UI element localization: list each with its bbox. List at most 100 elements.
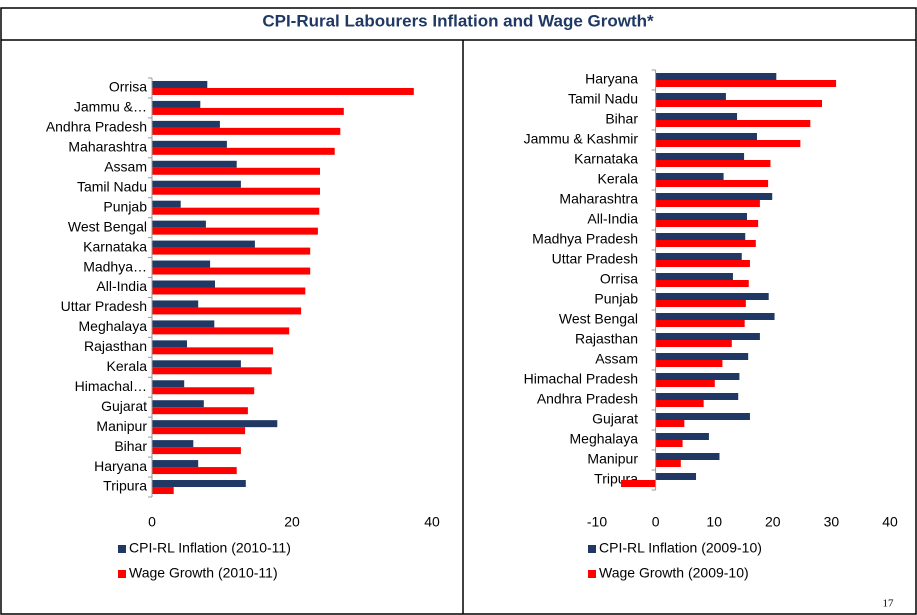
y-tick-label: Jammu & Kashmir bbox=[524, 131, 639, 147]
bar bbox=[655, 260, 750, 267]
bar bbox=[152, 220, 206, 228]
y-tick-label: All-India bbox=[587, 211, 638, 227]
bar bbox=[152, 140, 227, 148]
bar bbox=[152, 327, 290, 335]
bar bbox=[655, 153, 745, 160]
x-tick-label: 30 bbox=[824, 514, 840, 530]
y-tick-label: Haryana bbox=[585, 71, 638, 87]
y-tick-label: Karnataka bbox=[574, 151, 638, 167]
bar bbox=[655, 173, 724, 180]
bar bbox=[152, 160, 237, 168]
y-tick-label: Uttar Pradesh bbox=[552, 251, 638, 267]
legend-label: Wage Growth (2009-10) bbox=[599, 565, 749, 581]
y-tick-label: Andhra Pradesh bbox=[46, 119, 147, 135]
legend-swatch bbox=[118, 570, 126, 578]
bar bbox=[152, 227, 318, 235]
y-tick-label: Bihar bbox=[605, 111, 638, 127]
bar bbox=[152, 200, 181, 208]
y-tick-label: Assam bbox=[595, 351, 638, 367]
y-tick-label: Punjab bbox=[594, 291, 638, 307]
bar bbox=[655, 460, 681, 467]
bar bbox=[655, 193, 773, 200]
bar bbox=[152, 187, 320, 195]
bar bbox=[152, 127, 341, 135]
bar bbox=[152, 400, 204, 408]
bar bbox=[655, 440, 683, 447]
y-tick-label: Karnataka bbox=[83, 238, 147, 254]
bar bbox=[655, 133, 757, 140]
bar bbox=[655, 393, 739, 400]
bar bbox=[152, 80, 208, 88]
bar bbox=[655, 100, 823, 107]
bar bbox=[152, 180, 241, 188]
y-tick-label: Himachal Pradesh bbox=[524, 371, 638, 387]
bar bbox=[655, 220, 759, 227]
header-title: CPI-Rural Labourers Inflation and Wage G… bbox=[262, 11, 654, 30]
bar bbox=[152, 480, 246, 488]
y-tick-label: Orrisa bbox=[600, 271, 638, 287]
bar bbox=[655, 333, 760, 340]
bar bbox=[655, 73, 777, 80]
y-tick-label: Andhra Pradesh bbox=[537, 391, 638, 407]
bar bbox=[152, 367, 272, 375]
bar bbox=[152, 467, 237, 475]
bar bbox=[655, 313, 775, 320]
bar bbox=[152, 300, 199, 308]
y-tick-label: Tamil Nadu bbox=[77, 178, 147, 194]
bar bbox=[655, 400, 704, 407]
bar bbox=[152, 167, 320, 175]
bar bbox=[152, 427, 246, 435]
y-tick-label: Kerala bbox=[107, 358, 148, 374]
x-tick-label: 20 bbox=[284, 514, 300, 530]
legend-label: CPI-RL Inflation (2010-11) bbox=[129, 540, 291, 556]
bar bbox=[152, 407, 248, 415]
y-tick-label: West Bengal bbox=[559, 311, 638, 327]
x-tick-label: 20 bbox=[765, 514, 781, 530]
y-tick-label: Haryana bbox=[94, 458, 147, 474]
y-tick-label: Madhya… bbox=[83, 258, 147, 274]
bar bbox=[152, 387, 255, 395]
bar bbox=[152, 420, 278, 428]
bar bbox=[655, 93, 726, 100]
y-tick-label: Punjab bbox=[103, 198, 147, 214]
bar bbox=[655, 180, 769, 187]
bar bbox=[152, 307, 302, 315]
bar bbox=[152, 460, 199, 468]
y-tick-label: Jammu &… bbox=[74, 99, 147, 115]
bar bbox=[655, 420, 685, 427]
y-tick-label: Assam bbox=[104, 158, 147, 174]
y-tick-label: West Bengal bbox=[68, 218, 147, 234]
bar bbox=[655, 140, 801, 147]
bar bbox=[152, 280, 215, 288]
bar bbox=[655, 80, 837, 87]
x-tick-label: 40 bbox=[424, 514, 440, 530]
bar bbox=[152, 347, 274, 355]
bar bbox=[152, 260, 211, 268]
bar bbox=[152, 380, 185, 388]
bar bbox=[655, 213, 748, 220]
page-number: 17 bbox=[883, 598, 895, 610]
bar bbox=[655, 280, 749, 287]
y-tick-label: Meghalaya bbox=[79, 318, 148, 334]
bar bbox=[152, 487, 174, 495]
bar bbox=[655, 413, 750, 420]
bar bbox=[152, 107, 344, 115]
y-tick-label: Tripura bbox=[103, 478, 147, 494]
y-tick-label: Gujarat bbox=[592, 411, 638, 427]
bar bbox=[152, 207, 320, 215]
y-tick-label: Bihar bbox=[114, 438, 147, 454]
x-tick-label: 0 bbox=[652, 514, 660, 530]
y-tick-label: Kerala bbox=[598, 171, 639, 187]
bar bbox=[152, 87, 414, 95]
bar bbox=[655, 380, 715, 387]
legend-swatch bbox=[588, 570, 596, 578]
y-tick-label: All-India bbox=[96, 278, 147, 294]
bar bbox=[655, 200, 760, 207]
y-tick-label: Tamil Nadu bbox=[568, 91, 638, 107]
bar bbox=[655, 453, 720, 460]
x-tick-label: 10 bbox=[706, 514, 722, 530]
bar bbox=[655, 353, 749, 360]
y-tick-label: Manipur bbox=[96, 418, 147, 434]
bar bbox=[655, 233, 746, 240]
bar bbox=[655, 433, 709, 440]
